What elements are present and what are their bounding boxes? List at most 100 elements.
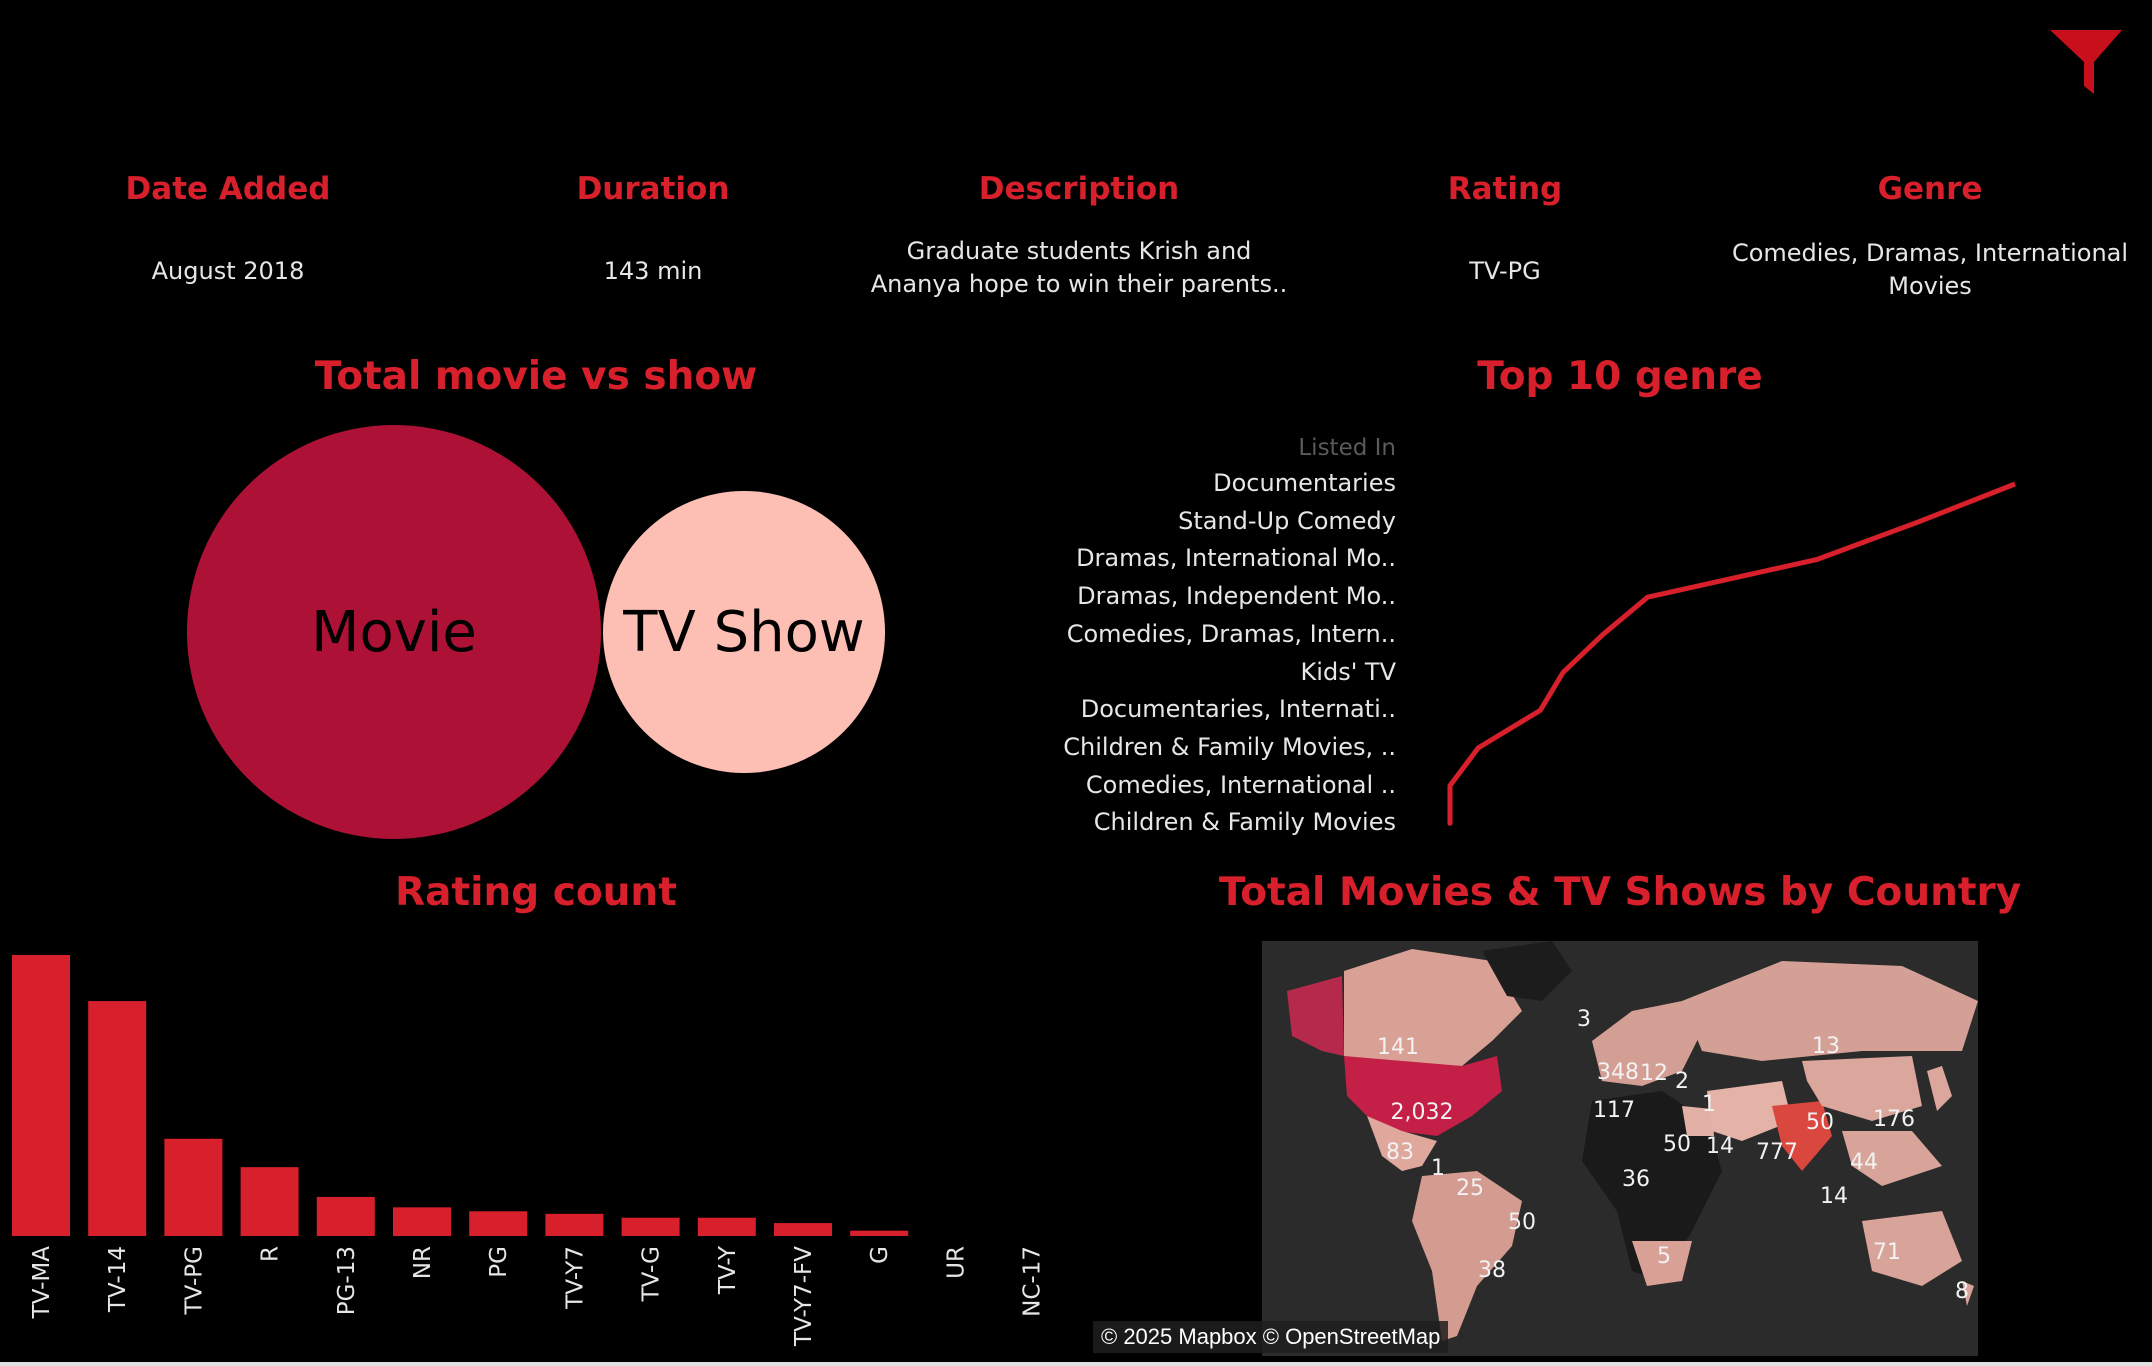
map-canada bbox=[1344, 949, 1522, 1066]
map-count-label: 141 bbox=[1377, 1035, 1419, 1060]
genre-label: Dramas, International Mo.. bbox=[1076, 544, 1396, 573]
top-genre-line-chart bbox=[1447, 481, 2016, 826]
rating-tick-label: TV-Y7-FV bbox=[791, 1246, 817, 1347]
rating-bar[interactable] bbox=[774, 1223, 832, 1236]
genre-label: Kids' TV bbox=[1300, 657, 1396, 686]
rating-bar[interactable] bbox=[164, 1138, 223, 1236]
map-count-label: 71 bbox=[1873, 1240, 1901, 1265]
rating-bar[interactable] bbox=[697, 1217, 756, 1236]
bubble-tv-show-label: TV Show bbox=[623, 599, 865, 665]
rating-tick-label: TV-PG bbox=[181, 1246, 207, 1315]
rating-bar[interactable] bbox=[545, 1213, 604, 1236]
top-genre-title: Top 10 genre bbox=[1477, 354, 1763, 399]
map-middle-east bbox=[1707, 1081, 1792, 1141]
genre-label: Dramas, Independent Mo.. bbox=[1077, 582, 1396, 611]
map-count-label: 117 bbox=[1593, 1098, 1635, 1123]
genre-label: Documentaries bbox=[1213, 469, 1396, 497]
map-count-label: 13 bbox=[1812, 1034, 1840, 1059]
map-egypt bbox=[1682, 1106, 1714, 1136]
rating-bar[interactable] bbox=[621, 1217, 680, 1236]
genre-label: Comedies, Dramas, Intern.. bbox=[1066, 619, 1396, 648]
genre-label: Documentaries, Internati.. bbox=[1080, 695, 1396, 724]
movie-vs-show-title: Total movie vs show bbox=[314, 354, 758, 399]
map-greenland bbox=[1482, 941, 1572, 1001]
rating-bar[interactable] bbox=[469, 1211, 528, 1236]
map-se-asia bbox=[1842, 1131, 1942, 1186]
rating-count-bar-chart: TV-MA TV-14 TV-PG R PG-13 NR PG TV-Y7 TV-G TV-Y TV… bbox=[12, 955, 1046, 1347]
map-russia bbox=[1682, 961, 1978, 1061]
map-count-label: 50 bbox=[1508, 1210, 1536, 1235]
rating-tick-label: PG bbox=[486, 1246, 512, 1278]
map-count-label: 50 bbox=[1663, 1132, 1691, 1157]
rating-bar[interactable] bbox=[88, 1001, 147, 1236]
bottom-divider bbox=[0, 1362, 2152, 1366]
map-count-label: 1 bbox=[1431, 1156, 1445, 1181]
rating-bar[interactable] bbox=[240, 1167, 299, 1236]
map-count-label: 5 bbox=[1657, 1244, 1671, 1269]
genre-label: Children & Family Movies bbox=[1093, 808, 1396, 837]
map-count-label: 8 bbox=[1955, 1279, 1969, 1304]
kpi-date-added-value: August 2018 bbox=[151, 257, 305, 285]
map-count-label: 2 bbox=[1675, 1069, 1689, 1094]
map-alaska bbox=[1287, 976, 1344, 1056]
kpi-genre-title: Genre bbox=[1877, 171, 1983, 207]
kpi-description-title: Description bbox=[978, 171, 1180, 207]
map-count-label: 3 bbox=[1577, 1007, 1591, 1032]
bubble-tv-show[interactable]: TV Show bbox=[603, 491, 885, 773]
genre-series-line bbox=[1447, 481, 2016, 826]
rating-bar[interactable] bbox=[850, 1230, 909, 1236]
map-count-label: 348 bbox=[1597, 1060, 1639, 1085]
genre-label: Children & Family Movies, .. bbox=[1063, 732, 1396, 761]
rating-bar[interactable] bbox=[316, 1196, 375, 1236]
rating-tick-label: G bbox=[867, 1246, 893, 1264]
map-africa bbox=[1582, 1091, 1722, 1281]
kpi-duration-value: 143 min bbox=[603, 257, 703, 285]
kpi-description-value: Graduate students Krish and Ananya hope … bbox=[870, 237, 1288, 298]
genre-labels: Listed In Documentaries Stand-Up Comedy Dr… bbox=[1000, 432, 1396, 842]
rating-tick-label: TV-MA bbox=[29, 1246, 55, 1320]
map-south-america bbox=[1412, 1171, 1522, 1341]
kpi-duration-title: Duration bbox=[576, 171, 730, 207]
map-australia bbox=[1862, 1211, 1962, 1286]
map-china bbox=[1802, 1056, 1922, 1121]
rating-tick-label: NC-17 bbox=[1020, 1246, 1046, 1317]
map-count-label: 777 bbox=[1756, 1140, 1798, 1165]
rating-tick-label: TV-Y bbox=[715, 1245, 741, 1295]
map-attribution[interactable]: © 2025 Mapbox © OpenStreetMap bbox=[1093, 1321, 1449, 1353]
rating-tick-label: TV-G bbox=[639, 1246, 665, 1302]
rating-tick-label: UR bbox=[943, 1246, 969, 1279]
map-south-africa bbox=[1632, 1241, 1692, 1286]
rating-bar[interactable] bbox=[12, 955, 70, 1236]
map-mexico bbox=[1367, 1116, 1437, 1171]
map-india bbox=[1772, 1101, 1832, 1171]
map-count-label: 25 bbox=[1456, 1176, 1484, 1201]
map-count-label: 44 bbox=[1850, 1150, 1878, 1175]
genre-axis-header: Listed In bbox=[1298, 435, 1396, 461]
kpi-rating-value: TV-PG bbox=[1469, 257, 1541, 285]
map-count-label: 176 bbox=[1873, 1107, 1915, 1132]
rating-count-title: Rating count bbox=[395, 870, 677, 915]
map-count-label: 14 bbox=[1820, 1184, 1848, 1209]
map-count-label: 36 bbox=[1622, 1167, 1650, 1192]
map-usa bbox=[1344, 1056, 1502, 1136]
rating-tick-label: TV-14 bbox=[105, 1246, 131, 1313]
bubble-movie[interactable]: Movie bbox=[187, 425, 601, 839]
genre-label: Comedies, International .. bbox=[1085, 770, 1396, 799]
map-count-label: 14 bbox=[1706, 1134, 1734, 1159]
rating-tick-label: PG-13 bbox=[334, 1246, 360, 1315]
kpi-rating-title: Rating bbox=[1447, 171, 1563, 207]
map-new-zealand bbox=[1962, 1281, 1974, 1306]
map-count-label: 1 bbox=[1702, 1092, 1716, 1117]
rating-tick-label: R bbox=[258, 1246, 284, 1262]
map-japan bbox=[1927, 1066, 1952, 1111]
filter-funnel-icon[interactable] bbox=[2050, 30, 2122, 96]
map-count-label: 83 bbox=[1386, 1140, 1414, 1165]
country-map-title: Total Movies & TV Shows by Country bbox=[1218, 870, 2022, 915]
kpi-date-added-title: Date Added bbox=[125, 171, 331, 207]
genre-label: Stand-Up Comedy bbox=[1178, 506, 1396, 535]
map-count-label: 38 bbox=[1478, 1258, 1506, 1283]
map-count-label: 50 bbox=[1806, 1110, 1834, 1135]
rating-bar[interactable] bbox=[393, 1207, 451, 1236]
rating-tick-label: TV-Y7 bbox=[562, 1246, 588, 1310]
